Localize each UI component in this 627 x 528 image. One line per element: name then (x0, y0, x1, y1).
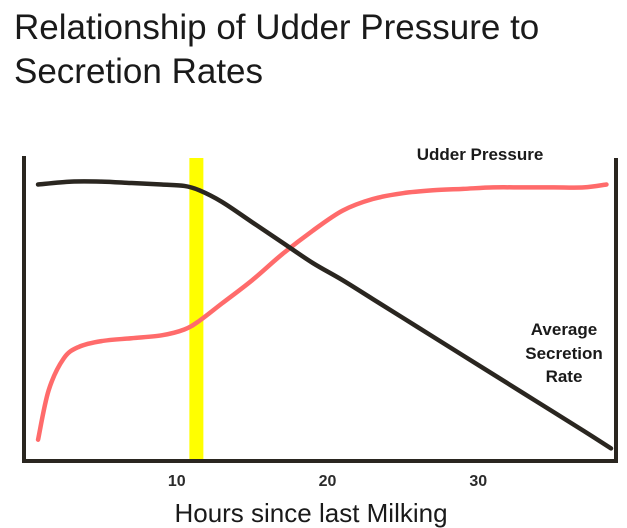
x-tick-label-20: 20 (319, 473, 337, 490)
chart-title-line-1: Relationship of Udder Pressure to (14, 8, 540, 47)
series-line-1 (35, 179, 614, 451)
udder-pressure-label: Udder Pressure (417, 145, 544, 164)
x-tick-label-30: 30 (469, 473, 487, 490)
chart-title-line-2: Secretion Rates (14, 52, 264, 91)
axes-layer: 10 20 30 (22, 156, 618, 490)
secretion-label-line-2: Secretion (525, 344, 602, 363)
secretion-label-line-3: Rate (546, 367, 583, 386)
x-tick-label-10: 10 (168, 473, 186, 490)
label-layer: Udder Pressure Average Secretion Rate Ho… (174, 145, 602, 528)
series-layer (35, 179, 614, 451)
x-axis-label: Hours since last Milking (174, 498, 447, 528)
highlight-layer (189, 158, 204, 463)
series-line-0 (35, 182, 609, 442)
chart-title: Relationship of Udder Pressure to Secret… (14, 6, 614, 94)
highlight-bar (189, 158, 204, 463)
secretion-label-line-1: Average (531, 320, 597, 339)
